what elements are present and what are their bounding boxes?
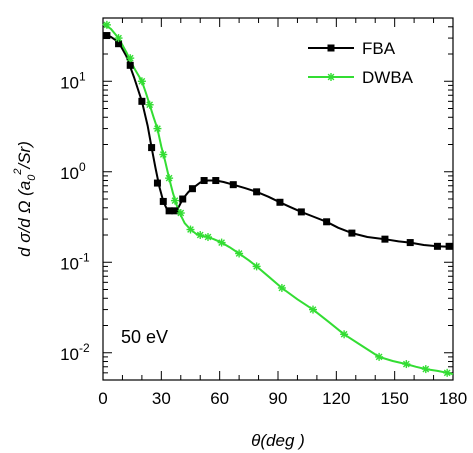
data-point-dwba xyxy=(340,330,349,339)
x-tick-labels: 0 30 60 90 120 150 180 xyxy=(98,389,467,408)
data-point-fba xyxy=(212,177,220,185)
data-point-fba xyxy=(253,188,261,196)
data-point-fba xyxy=(348,229,356,237)
data-point-fba xyxy=(138,97,146,105)
data-point-dwba xyxy=(153,124,162,133)
data-point-fba xyxy=(165,207,173,215)
data-point-dwba xyxy=(421,365,430,374)
data-point-dwba xyxy=(196,231,205,240)
data-point-dwba xyxy=(159,150,168,159)
data-point-dwba xyxy=(235,249,244,258)
data-point-fba xyxy=(276,198,284,206)
data-point-fba xyxy=(229,181,237,189)
data-point-dwba xyxy=(165,174,174,183)
data-point-dwba xyxy=(137,77,146,86)
data-point-fba xyxy=(297,208,305,216)
data-point-dwba xyxy=(170,196,179,205)
data-point-fba xyxy=(115,40,123,48)
data-point-fba xyxy=(200,177,208,185)
x-tick-label: 150 xyxy=(380,389,408,408)
y-tick-exponent: -2 xyxy=(79,341,90,355)
legend: FBA DWBA xyxy=(308,39,414,87)
y-tick-label: 10 xyxy=(60,73,79,92)
y-tick-label: 10 xyxy=(60,345,79,364)
data-point-fba xyxy=(433,242,441,250)
data-point-dwba xyxy=(186,225,195,234)
x-tick-label: 180 xyxy=(439,389,467,408)
axis-ticks xyxy=(102,17,454,381)
y-tick-exponent: -1 xyxy=(79,250,90,264)
data-point-fba xyxy=(179,195,187,203)
series-line-fba xyxy=(102,33,450,248)
data-point-dwba xyxy=(443,368,452,377)
series-markers xyxy=(102,20,453,377)
y-tick-exponent: 1 xyxy=(79,69,86,83)
data-point-dwba xyxy=(204,233,212,242)
y-axis-title: d σ/d Ω (a02/Sr) xyxy=(12,141,38,257)
data-point-fba xyxy=(381,235,389,243)
data-point-dwba xyxy=(176,209,185,218)
data-point-fba xyxy=(148,144,156,152)
x-tick-label: 90 xyxy=(269,389,288,408)
data-point-dwba xyxy=(402,360,411,369)
y-tick-label: 10 xyxy=(60,254,79,273)
data-point-fba xyxy=(406,239,414,247)
x-tick-label: 30 xyxy=(152,389,171,408)
data-point-dwba xyxy=(309,305,317,314)
data-point-fba xyxy=(159,197,167,205)
data-point-dwba xyxy=(277,283,286,292)
x-tick-label: 60 xyxy=(210,389,229,408)
legend-dwba-label: DWBA xyxy=(362,68,414,87)
data-point-fba xyxy=(188,185,196,193)
data-point-fba xyxy=(126,61,134,69)
data-point-dwba xyxy=(145,100,154,109)
x-axis-title: θ(deg ) xyxy=(251,431,305,450)
legend-dwba-asterisk xyxy=(327,73,335,81)
data-point-fba xyxy=(153,179,161,187)
data-point-fba xyxy=(171,207,179,215)
data-point-dwba xyxy=(114,34,123,43)
data-point-dwba xyxy=(375,352,384,361)
legend-fba-label: FBA xyxy=(362,39,396,58)
data-point-dwba xyxy=(217,238,226,247)
x-tick-label: 120 xyxy=(322,389,350,408)
x-tick-label: 0 xyxy=(98,389,107,408)
data-point-fba xyxy=(323,218,331,226)
data-point-dwba xyxy=(252,262,261,271)
data-point-fba xyxy=(103,32,111,40)
energy-annotation: 50 eV xyxy=(121,327,168,347)
data-point-dwba xyxy=(126,54,135,63)
data-point-fba xyxy=(445,242,453,250)
legend-fba-marker xyxy=(327,44,335,52)
data-point-dwba xyxy=(102,20,111,29)
legend-dwba-marker xyxy=(327,73,335,81)
y-tick-label: 10 xyxy=(60,164,79,183)
y-tick-exponent: 0 xyxy=(79,160,86,174)
